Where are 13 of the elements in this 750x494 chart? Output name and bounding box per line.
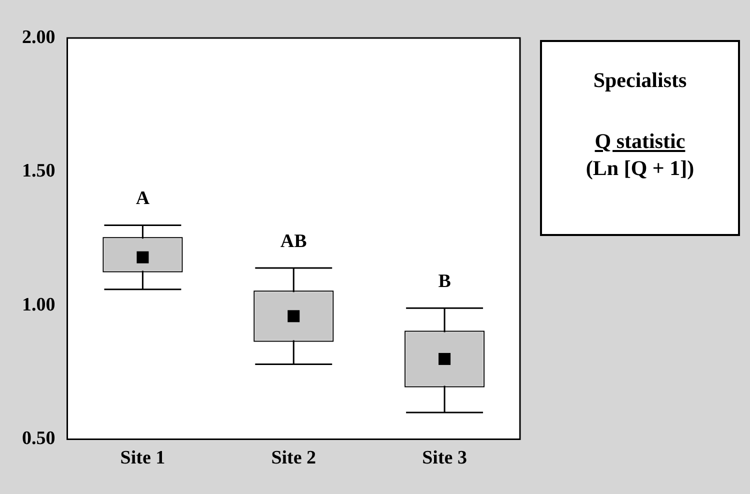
y-tick-label: 2.00 <box>22 26 56 48</box>
x-tick-label: Site 1 <box>120 448 166 469</box>
y-axis-title: (Ln [Q + 1]) <box>584 156 696 181</box>
y-tick-label: 1.50 <box>22 160 56 182</box>
annotation: A <box>136 188 150 210</box>
x-tick-label: Site 2 <box>271 448 316 469</box>
annotation: AB <box>280 230 308 252</box>
annotation: B <box>438 271 452 292</box>
y-tick-label: 0.50 <box>22 428 56 450</box>
text: Q statistic <box>594 129 686 154</box>
x-tick-label: Site 3 <box>422 448 467 469</box>
y-tick-label: 1.00 <box>22 294 56 316</box>
text: Specialists <box>592 68 688 93</box>
